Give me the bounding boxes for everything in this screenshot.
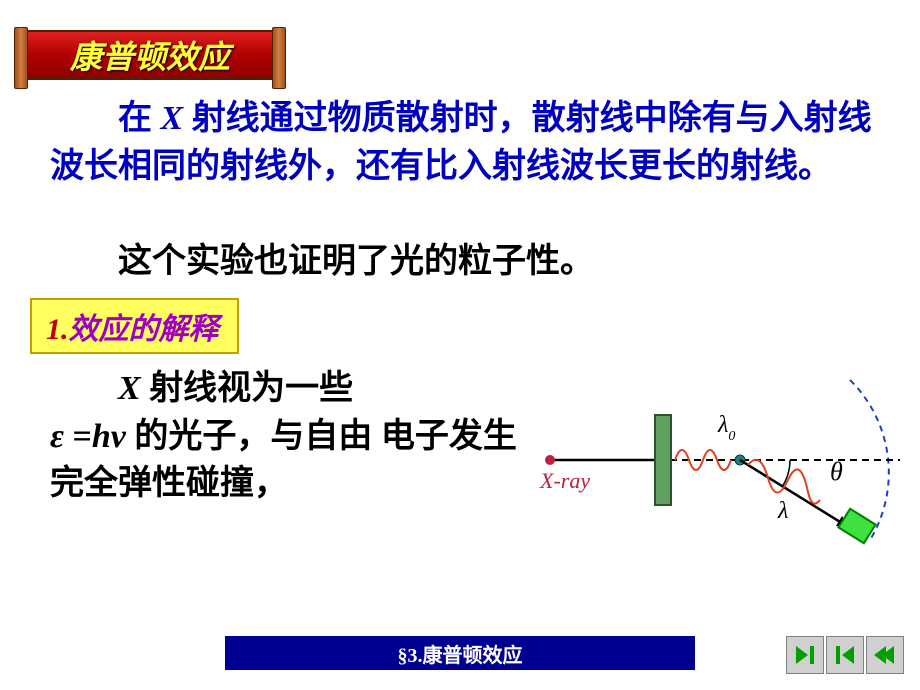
- lambda-label: λ: [777, 498, 788, 524]
- paragraph-1: 在 X 射线通过物质散射时，散射线中除有与入射线波长相同的射线外，还有比入射线波…: [50, 95, 880, 190]
- p3-x: X: [118, 370, 149, 407]
- paragraph-3: X 射线视为一些 ε =hν 的光子，与自由 电子发生完全弹性碰撞，: [50, 365, 530, 508]
- xray-label: X-ray: [539, 468, 590, 493]
- theta-label: θ: [830, 457, 843, 486]
- nav-forward-button[interactable]: [786, 636, 824, 674]
- detector-box: [838, 509, 875, 544]
- nav-buttons: [786, 636, 904, 674]
- footer-text: §3.康普顿效应: [398, 639, 523, 668]
- section-name: 效应的解释: [69, 313, 219, 346]
- section-number: 1.: [46, 313, 69, 346]
- p3-h: h: [92, 418, 111, 455]
- wave-scattered: [748, 460, 820, 504]
- source-dot: [545, 455, 555, 465]
- nav-back-button[interactable]: [826, 636, 864, 674]
- p1-prefix: 在: [50, 100, 161, 137]
- p3-eps: ε: [50, 418, 72, 455]
- p3-nu: ν: [111, 418, 135, 455]
- target-slab: [655, 415, 671, 505]
- p3-eq: =: [72, 418, 91, 455]
- lambda0-label: λ0: [717, 412, 735, 444]
- p3-a: 射线视为一些: [149, 370, 353, 407]
- title-banner: 康普顿效应: [20, 30, 280, 80]
- p1-x: X: [161, 100, 192, 137]
- compton-diagram: X-ray λ0 λ θ: [530, 360, 910, 580]
- p3-pre: [50, 370, 118, 407]
- footer-bar: §3.康普顿效应: [225, 636, 695, 670]
- section-label: 1.效应的解释: [30, 298, 239, 354]
- paragraph-2: 这个实验也证明了光的粒子性。: [50, 238, 880, 286]
- nav-last-button[interactable]: [866, 636, 904, 674]
- title-text: 康普顿效应: [70, 32, 230, 78]
